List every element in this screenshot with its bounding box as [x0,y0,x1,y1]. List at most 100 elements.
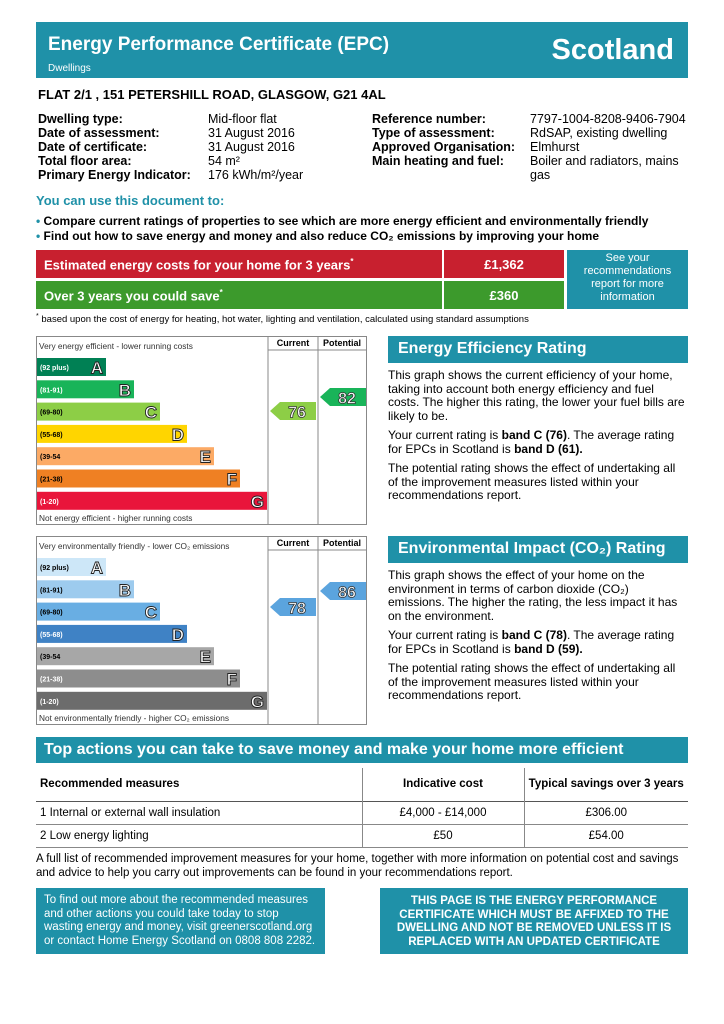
detail-value: 54 m² [208,154,240,168]
band-letter: F [227,670,237,689]
detail-label: Date of assessment: [38,126,160,140]
band [37,669,240,688]
header-cell: Indicative cost [362,768,525,801]
detail-value: RdSAP, existing dwelling [530,126,668,140]
footer-right: THIS PAGE IS THE ENERGY PERFORMANCE CERT… [380,888,688,954]
band [37,447,214,466]
detail-value: Mid-floor flat [208,112,277,126]
bullet-text: Find out how to save energy and money an… [43,229,599,243]
eir-heading: Environmental Impact (CO₂) Rating [388,536,688,563]
band-range: (1-20) [40,499,59,506]
band [37,469,240,488]
actions-heading: Top actions you can take to save money a… [36,737,688,763]
eer-text: This graph shows the current efficiency … [388,368,688,509]
band-range: (92 plus) [40,565,69,572]
eer-chart: Current Potential Very energy efficient - … [36,336,367,525]
cell: £306.00 [585,806,628,819]
detail-label: Reference number: [372,112,486,126]
band-range: (81-91) [40,387,63,394]
subtitle: Dwellings [48,63,91,74]
rating-arrow [320,582,366,600]
detail-value: 176 kWh/m²/year [208,168,304,182]
band-range: (55-68) [40,632,63,639]
band-letter: A [91,359,103,378]
chart-border [36,536,367,725]
detail-label: Dwelling type: [38,112,123,126]
band-letter: G [251,692,264,711]
column-header: Potential [323,338,361,348]
band [37,402,160,421]
eir-chart: Current Potential Very environmentally fri… [36,536,367,725]
footer-left: To find out more about the recommended m… [36,888,325,954]
region: Scotland [551,34,674,66]
paragraph: The potential rating shows the effect of… [388,661,688,703]
rating-arrow [320,388,366,406]
band-range: (92 plus) [40,365,69,372]
band [37,424,187,443]
band [37,624,187,643]
text: The potential rating shows the effect of… [388,461,676,502]
header-cell: Recommended measures [36,768,363,801]
text: . The average rating for EPCs in Scotlan… [388,628,675,656]
detail-label: Main heating and fuel: [372,154,504,168]
header-band: Energy Performance Certificate (EPC) Dwe… [36,22,688,78]
text: Your current rating is [388,628,502,642]
detail-value: Elmhurst [530,140,580,154]
detail-value: 7797-1004-8208-9406-7904 [530,112,686,126]
band-range: (21-38) [40,477,63,484]
cost-label: Estimated energy costs for your home for… [36,250,442,278]
column-header: Current [277,338,310,348]
table-row: 1 Internal or external wall insulation £… [36,801,688,824]
band-range: (39-54 [40,654,60,661]
band-range: (81-91) [40,587,63,594]
paragraph: Your current rating is band C (78). The … [388,628,688,656]
header-cell: Typical savings over 3 years [528,778,684,791]
band [37,358,106,376]
cell: 2 Low energy lighting [36,824,363,847]
band-letter: D [172,625,184,644]
text: This graph shows the current efficiency … [388,368,685,423]
band-letter: B [119,581,131,600]
table-row: 2 Low energy lighting £50 £54.00 [36,824,688,847]
top-label: Very energy efficient - lower running co… [39,341,193,351]
title: Energy Performance Certificate (EPC) [48,34,390,55]
cost-value: £1,362 [444,250,564,278]
detail-value: 31 August 2016 [208,126,295,140]
note-mark: * [350,257,354,266]
note-mark: * [36,313,39,320]
detail-label: Primary Energy Indicator: [38,168,191,182]
band [37,602,160,621]
top-label: Very environmentally friendly - lower CO… [39,541,229,551]
rating-value: 86 [338,585,356,602]
cell: £54.00 [588,829,624,842]
actions-table: Recommended measures Indicative cost Typ… [36,768,688,848]
band-range: (69-80) [40,410,63,417]
footnote: * based upon the cost of energy for heat… [36,313,529,325]
band-letter: G [251,492,264,511]
rating-arrow [270,598,316,616]
saving-label-text: Over 3 years you could save [44,288,220,304]
rating-value: 78 [288,601,306,618]
cell: £50 [362,824,525,847]
table-header: Recommended measures Indicative cost Typ… [36,768,688,801]
bullet-list: • Compare current ratings of properties … [36,214,648,244]
bold-text: band C (78) [501,628,567,642]
detail-label: Type of assessment: [372,126,495,140]
detail-label: Approved Organisation: [372,140,516,154]
bottom-label: Not environmentally friendly - higher CO… [39,713,229,723]
paragraph: This graph shows the current efficiency … [388,368,688,423]
saving-value: £360 [444,281,564,309]
band [37,580,134,599]
band-letter: E [200,448,211,467]
band-range: (1-20) [40,699,59,706]
band-letter: D [172,425,184,444]
bold-text: band D (61). [514,441,583,456]
band-range: (21-38) [40,677,63,684]
band-letter: B [119,381,131,400]
column-header: Potential [323,538,361,548]
text: The potential rating shows the effect of… [388,661,676,702]
paragraph: Your current rating is band C (76). The … [388,428,688,456]
band-range: (39-54 [40,454,60,461]
bold-text: band D (59). [514,641,583,656]
